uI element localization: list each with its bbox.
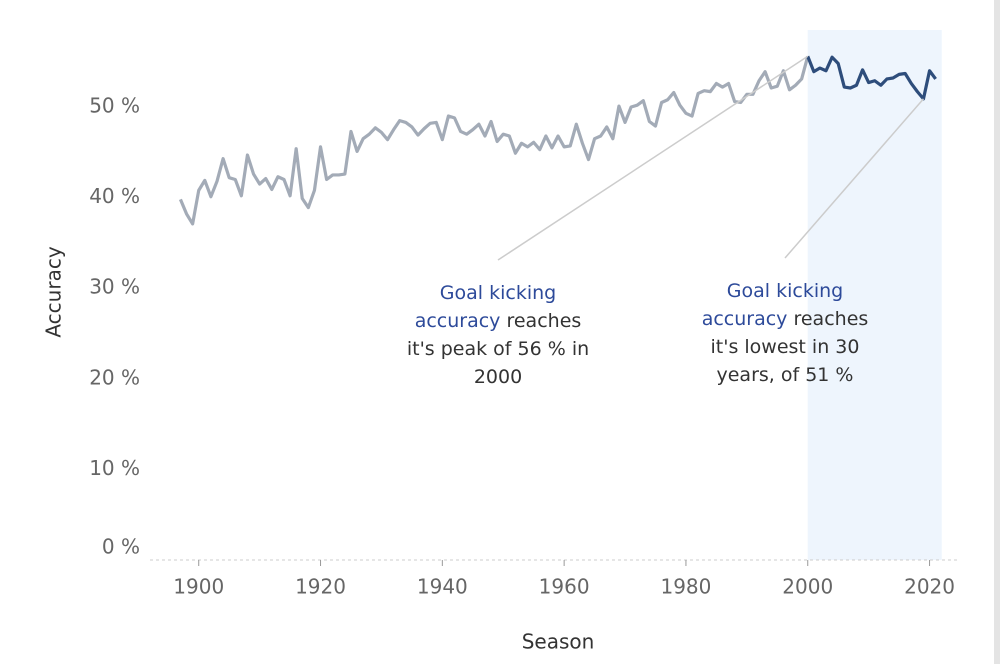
annotation-span: accuracy: [415, 310, 501, 332]
annotation-text: Goal kicking: [727, 280, 843, 302]
highlight-band: [807, 30, 942, 560]
y-tick-label: 40 %: [89, 184, 140, 208]
annotation-text: it's lowest in 30: [711, 336, 860, 358]
x-tick-label: 1920: [295, 575, 346, 599]
line: [178, 55, 810, 226]
annotation-text: 2000: [474, 366, 522, 388]
annotation-span: years, of 51 %: [717, 364, 854, 386]
annotation-span: Goal kicking: [440, 282, 556, 304]
x-tick-label: 1900: [173, 575, 224, 599]
annotation-text: Goal kicking: [440, 282, 556, 304]
x-tick-label: 1960: [539, 575, 590, 599]
y-tick-label: 20 %: [89, 365, 140, 389]
annotation-span: Goal kicking: [727, 280, 843, 302]
annotation-span: accuracy: [702, 308, 788, 330]
line: [806, 55, 937, 101]
y-axis-label: Accuracy: [42, 246, 66, 337]
annotation-text: it's peak of 56 % in: [407, 338, 589, 360]
annotation-text: years, of 51 %: [717, 364, 854, 386]
annotation-text: accuracy reaches: [415, 310, 582, 332]
annotation-span: 2000: [474, 366, 522, 388]
x-tick-label: 2020: [904, 575, 955, 599]
y-tick-label: 50 %: [89, 94, 140, 118]
x-tick-label: 2000: [782, 575, 833, 599]
y-tick-label: 10 %: [89, 456, 140, 480]
annotation-text: accuracy reaches: [702, 308, 869, 330]
y-tick-label: 0 %: [102, 535, 140, 559]
annotation-span: reaches: [500, 310, 581, 332]
leader-line: [497, 55, 809, 261]
x-tick-label: 1940: [417, 575, 468, 599]
x-tick-label: 1980: [660, 575, 711, 599]
y-tick-label: 30 %: [89, 275, 140, 299]
annotation-span: it's peak of 56 % in: [407, 338, 589, 360]
x-axis-label: Season: [522, 630, 595, 654]
annotation-span: reaches: [787, 308, 868, 330]
frame-edge: [994, 0, 1000, 664]
annotation-span: it's lowest in 30: [711, 336, 860, 358]
leader-line: [784, 98, 925, 259]
